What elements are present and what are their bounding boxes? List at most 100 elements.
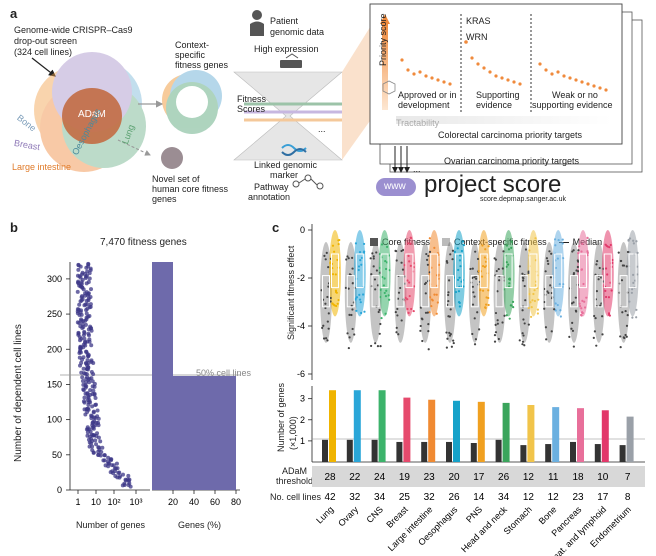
- core-point: [451, 258, 454, 261]
- core-point: [375, 251, 378, 254]
- b-scatter-point: [82, 336, 87, 341]
- core-point: [471, 332, 474, 336]
- context-point: [632, 281, 635, 285]
- b-xtick-left: 10²: [107, 497, 120, 507]
- core-point: [326, 320, 329, 323]
- core-point: [521, 343, 524, 346]
- core-line-3: genes: [152, 194, 177, 204]
- context-point: [554, 302, 557, 305]
- context-violin: [626, 230, 639, 317]
- core-point: [625, 335, 628, 338]
- context-point: [437, 263, 441, 266]
- b-scatter-point: [86, 314, 91, 319]
- b-scatter-point: [79, 317, 84, 322]
- core-point: [351, 327, 354, 331]
- b-scatter-point: [84, 290, 89, 295]
- context-point: [604, 289, 607, 292]
- core-bar: [446, 441, 452, 462]
- core-bar: [421, 441, 428, 462]
- b-xtick-left: 1: [75, 497, 80, 507]
- context-point: [457, 290, 461, 293]
- fitness-scores-2: Scores: [237, 104, 266, 114]
- context-point: [604, 295, 608, 299]
- context-point: [579, 304, 582, 308]
- core-point: [527, 323, 530, 326]
- context-point: [636, 251, 639, 254]
- core-bar: [396, 441, 403, 462]
- b-scatter-point: [101, 458, 106, 463]
- context-bar: [378, 390, 386, 462]
- core-point: [400, 319, 403, 322]
- context-point: [485, 296, 488, 299]
- core-point: [419, 324, 422, 328]
- core-point: [400, 249, 403, 253]
- linked-marker-1: Linked genomic: [254, 160, 318, 170]
- b-scatter-point: [84, 265, 89, 270]
- b-scatter-point: [93, 402, 98, 407]
- core-point: [549, 276, 552, 279]
- core-point: [547, 262, 550, 265]
- core-box: [346, 275, 355, 308]
- core-point: [346, 255, 349, 258]
- core-point: [348, 336, 351, 339]
- context-violin: [601, 230, 614, 317]
- context-box: [628, 253, 637, 289]
- core-point: [351, 267, 354, 270]
- threshold-value: 12: [523, 472, 535, 483]
- core-point: [372, 257, 375, 260]
- b-scatter-point: [92, 419, 97, 424]
- core-point: [593, 314, 596, 318]
- cell-lines-value: 26: [448, 492, 460, 503]
- context-point: [409, 264, 412, 267]
- context-point: [336, 258, 339, 262]
- b-scatter-point: [89, 358, 94, 363]
- core-point: [347, 257, 350, 260]
- context-point: [385, 261, 389, 264]
- context-point: [388, 298, 391, 301]
- core-point: [496, 319, 499, 322]
- core-point: [496, 290, 499, 293]
- core-point: [478, 328, 481, 331]
- group-2-line-1: Supporting: [476, 90, 520, 100]
- context-point: [606, 245, 609, 248]
- context-point: [536, 312, 539, 315]
- context-point: [358, 293, 361, 296]
- cell-lines-value: 17: [597, 492, 609, 503]
- context-point: [627, 238, 630, 241]
- b-xtick-right: 20: [168, 497, 178, 507]
- b-scatter-point: [79, 370, 84, 375]
- context-point: [359, 259, 362, 262]
- core-point: [350, 313, 353, 317]
- group-3-line-1: Weak or no: [552, 90, 598, 100]
- threshold-label-2: threshold: [276, 476, 314, 486]
- b-scatter-point: [85, 433, 90, 438]
- context-box: [554, 253, 563, 289]
- tractability-label: Tractability: [396, 118, 440, 128]
- b-scatter-point: [84, 350, 89, 355]
- core-point: [626, 314, 629, 317]
- core-point: [619, 259, 622, 263]
- group-1-line-2: development: [398, 100, 450, 110]
- context-bar: [527, 405, 535, 462]
- core-point: [395, 259, 398, 262]
- core-point: [521, 272, 524, 275]
- context-point: [611, 258, 614, 262]
- b-scatter-point: [91, 409, 96, 414]
- core-point: [372, 265, 375, 268]
- context-point: [561, 238, 564, 241]
- core-point: [600, 276, 603, 279]
- ellipsis-2: ...: [413, 164, 421, 174]
- threshold-value: 11: [548, 472, 559, 483]
- b-scatter-point: [120, 472, 125, 477]
- core-point: [324, 306, 327, 310]
- context-point: [380, 243, 384, 246]
- context-point: [460, 249, 463, 253]
- core-point: [476, 311, 479, 314]
- context-point: [458, 305, 461, 308]
- core-point: [473, 276, 476, 279]
- line-label-50: 50% cell lines: [196, 368, 252, 378]
- core-point: [621, 311, 624, 314]
- core-point: [379, 322, 382, 326]
- context-point: [554, 244, 557, 247]
- core-point: [396, 297, 400, 300]
